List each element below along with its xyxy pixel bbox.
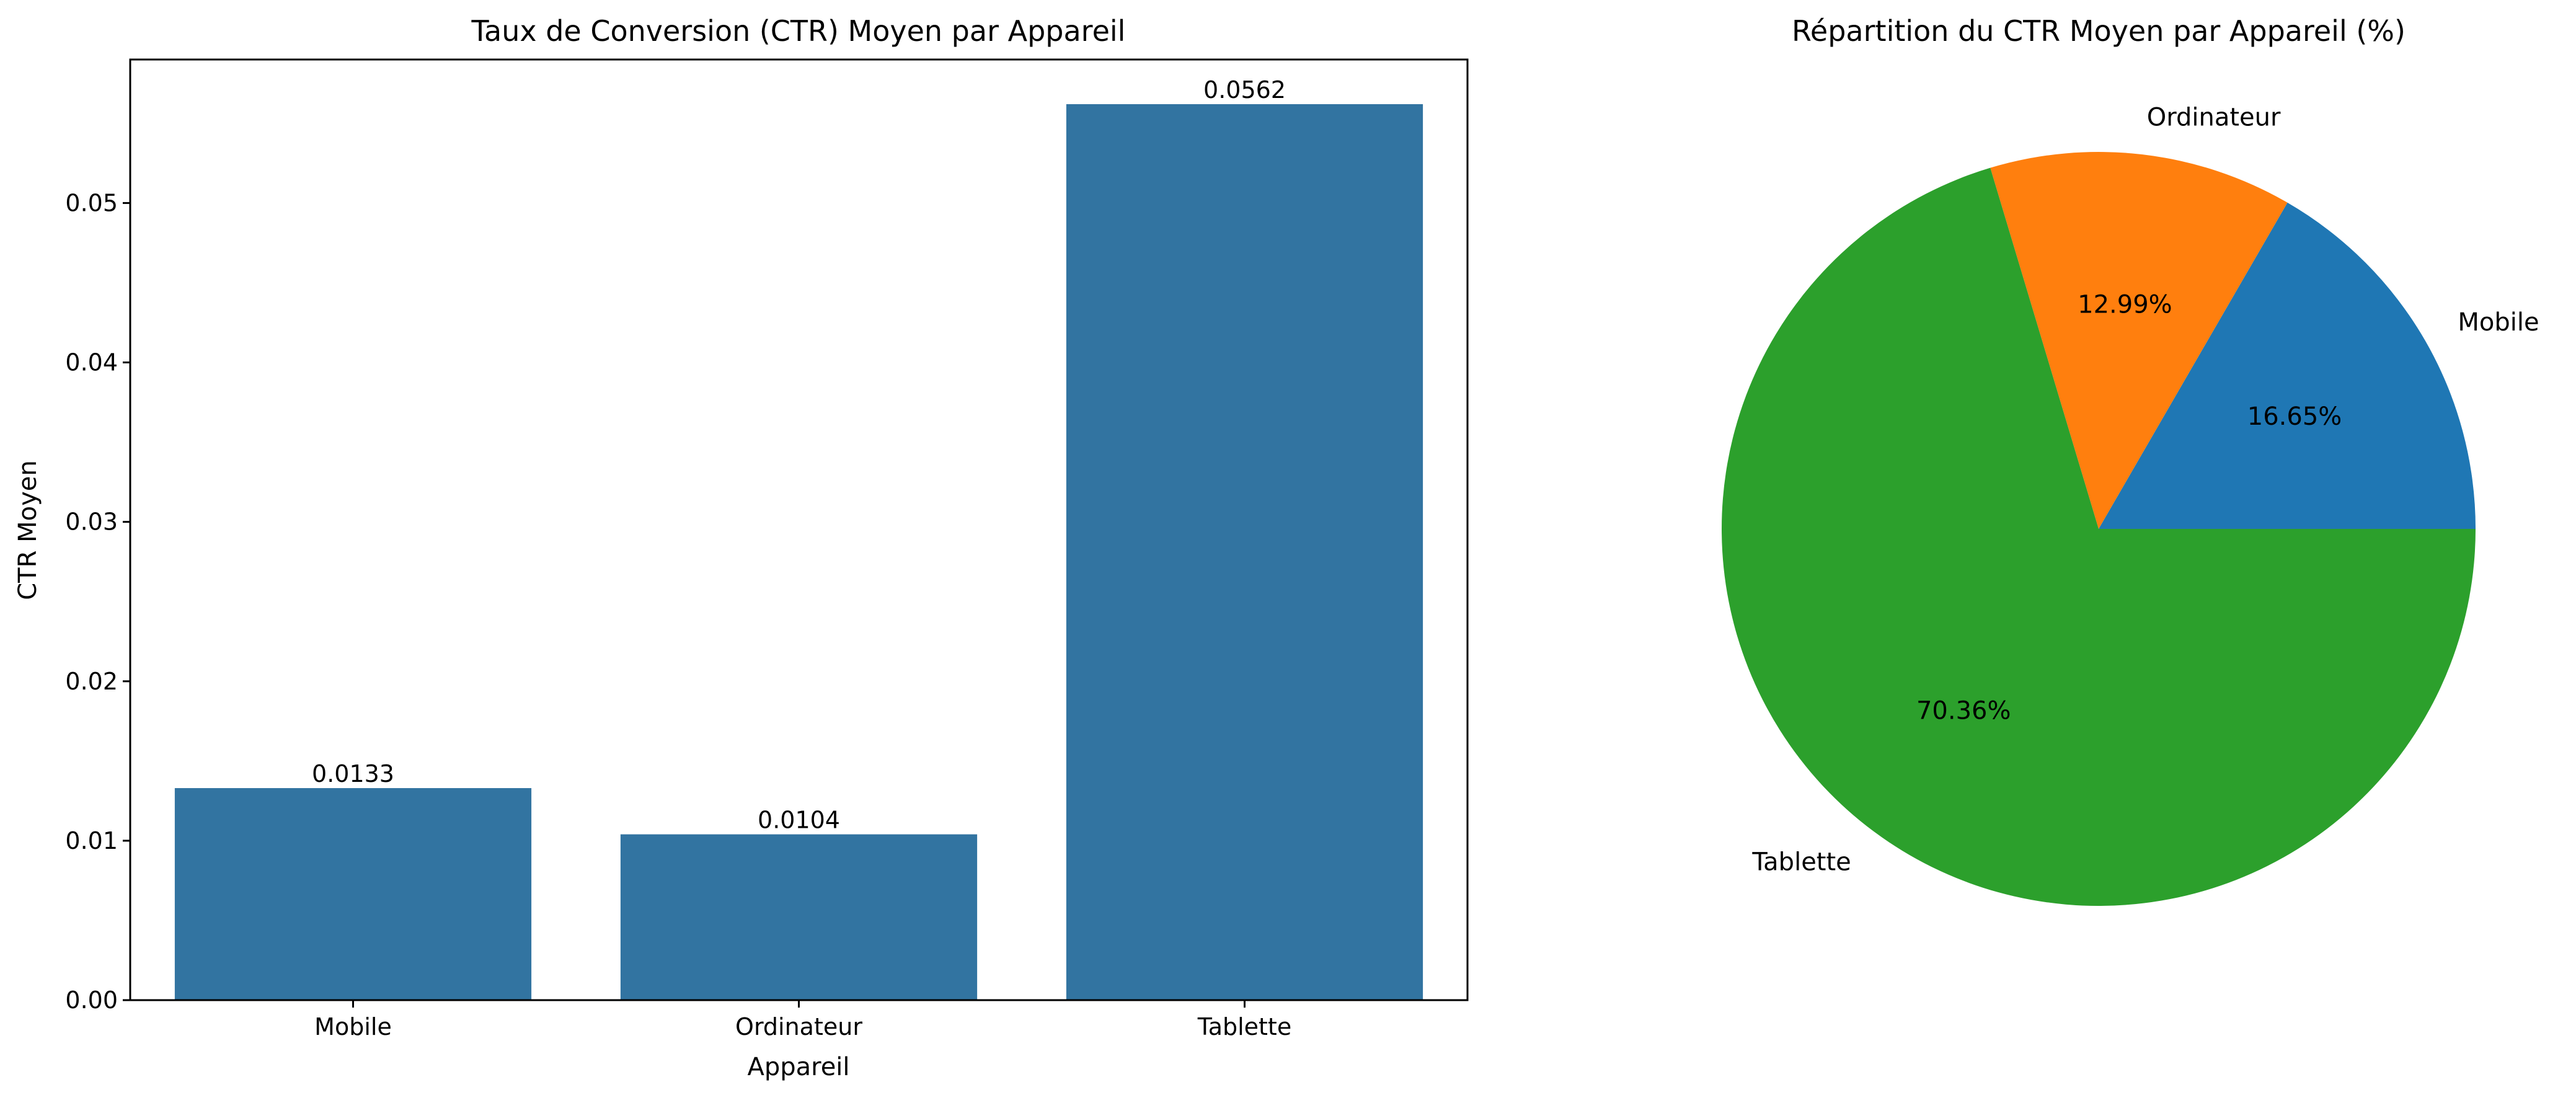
bar-value-label: 0.0104 [758,807,840,834]
bar-plot-frame [129,58,1469,1001]
pie-percent-label: 16.65% [2247,402,2342,431]
bar-plot-area: 0.00 0.01 0.02 0.03 0.04 0.05 0.0133 Mobile 0.01… [65,76,1423,1040]
x-tick-label: Ordinateur [735,1013,862,1040]
y-tick-label: 0.00 [65,986,118,1014]
pie-chart-title: Répartition du CTR Moyen par Appareil (%… [1792,14,2406,48]
pie-label: Tablette [1751,848,1851,877]
pie-plot-area: Mobile 16.65% Ordinateur 12.99% Tablette 70.3… [1722,104,2539,906]
pie-label: Ordinateur [2147,104,2281,132]
x-tick-label: Tablette [1197,1013,1291,1040]
y-tick-label: 0.04 [65,349,118,376]
y-tick-label: 0.03 [65,508,118,536]
y-tick-label: 0.05 [65,189,118,216]
pie-chart: Répartition du CTR Moyen par Appareil (%… [1722,14,2539,906]
bar-ordinateur [620,834,978,1000]
pie-slice-mobile [2099,202,2476,530]
bar-value-label: 0.0133 [312,760,394,787]
x-axis-label: Appareil [747,1053,849,1081]
bar-tablette [1066,104,1423,1001]
bar-mobile [174,788,532,1000]
pie-slice-ordinateur [1990,152,2288,530]
pie-label: Mobile [2458,308,2539,337]
y-tick-label: 0.02 [65,668,118,695]
bar-chart: Taux de Conversion (CTR) Moyen par Appar… [14,14,1469,1081]
x-tick-label: Mobile [314,1013,392,1040]
pie-slice-tablette [1722,167,2476,906]
pie-percent-label: 70.36% [1916,697,2011,725]
y-axis-label: CTR Moyen [14,460,42,600]
bar-value-label: 0.0562 [1203,76,1286,104]
pie-percent-label: 12.99% [2078,291,2172,319]
y-tick-label: 0.01 [65,827,118,854]
bar-chart-title: Taux de Conversion (CTR) Moyen par Appar… [471,14,1126,48]
